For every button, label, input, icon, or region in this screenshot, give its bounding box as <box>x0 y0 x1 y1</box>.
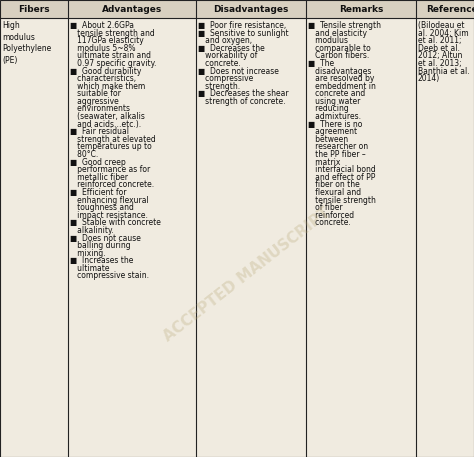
Text: admixtures.: admixtures. <box>308 112 361 121</box>
Text: 2012; Altun: 2012; Altun <box>418 51 462 60</box>
Text: and elasticity: and elasticity <box>308 29 367 37</box>
Text: 117GPa elasticity: 117GPa elasticity <box>70 36 144 45</box>
Text: concrete and: concrete and <box>308 89 365 98</box>
Text: References: References <box>427 5 474 14</box>
Text: flexural and: flexural and <box>308 188 361 197</box>
Text: ultimate: ultimate <box>70 264 109 273</box>
Text: strength at elevated: strength at elevated <box>70 135 156 144</box>
Text: reinforced: reinforced <box>308 211 354 220</box>
Text: ■  Tensile strength: ■ Tensile strength <box>308 21 381 30</box>
Text: suitable for: suitable for <box>70 89 121 98</box>
Text: ■  Stable with concrete: ■ Stable with concrete <box>70 218 161 227</box>
Text: ■  There is no: ■ There is no <box>308 120 363 129</box>
Text: et al. 2013;: et al. 2013; <box>418 59 462 68</box>
Text: ■  Sensitive to sunlight: ■ Sensitive to sunlight <box>198 29 289 37</box>
Text: ■  The: ■ The <box>308 59 334 68</box>
Text: al. 2004; Kim: al. 2004; Kim <box>418 29 469 37</box>
Text: balling during: balling during <box>70 241 131 250</box>
Text: ■  Does not cause: ■ Does not cause <box>70 234 141 243</box>
Text: et al. 2011;: et al. 2011; <box>418 36 462 45</box>
Text: modulus: modulus <box>308 36 348 45</box>
Text: researcher on: researcher on <box>308 143 368 151</box>
Text: performance as for: performance as for <box>70 165 150 174</box>
Text: ultimate strain and: ultimate strain and <box>70 51 151 60</box>
Text: using water: using water <box>308 97 360 106</box>
Text: Remarks: Remarks <box>339 5 383 14</box>
Text: compressive: compressive <box>198 74 253 83</box>
Text: Deeb et al.: Deeb et al. <box>418 44 460 53</box>
Text: are resolved by: are resolved by <box>308 74 374 83</box>
Text: Advantages: Advantages <box>102 5 162 14</box>
Text: and oxygen,: and oxygen, <box>198 36 252 45</box>
Text: of fiber: of fiber <box>308 203 343 212</box>
Text: Disadvantages: Disadvantages <box>213 5 289 14</box>
Text: agreement: agreement <box>308 127 357 136</box>
Text: 80°C.: 80°C. <box>70 150 98 159</box>
Text: ■  Does not increase: ■ Does not increase <box>198 67 279 75</box>
Text: (seawater, alkalis: (seawater, alkalis <box>70 112 145 121</box>
Text: disadvantages: disadvantages <box>308 67 371 75</box>
Text: concrete.: concrete. <box>308 218 351 227</box>
Text: ■  About 2.6GPa: ■ About 2.6GPa <box>70 21 134 30</box>
Text: concrete.: concrete. <box>198 59 241 68</box>
Text: ■  Good creep: ■ Good creep <box>70 158 126 167</box>
Text: tensile strength: tensile strength <box>308 196 376 205</box>
Text: which make them: which make them <box>70 82 145 91</box>
Text: ■  Increases the: ■ Increases the <box>70 256 133 266</box>
Text: High
modulus
Polyethylene
(PE): High modulus Polyethylene (PE) <box>2 21 51 65</box>
Text: metallic fiber: metallic fiber <box>70 173 128 182</box>
Text: 0.97 specific gravity.: 0.97 specific gravity. <box>70 59 156 68</box>
Text: the PP fiber –: the PP fiber – <box>308 150 366 159</box>
Text: modulus 5~8%: modulus 5~8% <box>70 44 136 53</box>
Text: strength of concrete.: strength of concrete. <box>198 97 285 106</box>
Text: ■  Good durability: ■ Good durability <box>70 67 141 75</box>
Text: workability of: workability of <box>198 51 257 60</box>
Text: characteristics,: characteristics, <box>70 74 136 83</box>
Text: ACCEPTED MANUSCRIPT: ACCEPTED MANUSCRIPT <box>160 204 333 344</box>
Text: mixing.: mixing. <box>70 249 106 258</box>
Text: reducing: reducing <box>308 105 349 113</box>
Text: and acids…etc.).: and acids…etc.). <box>70 120 141 129</box>
Text: between: between <box>308 135 348 144</box>
Text: Carbon fibers.: Carbon fibers. <box>308 51 369 60</box>
Text: ■  Decreases the: ■ Decreases the <box>198 44 265 53</box>
Bar <box>0 0 474 18</box>
Text: and effect of PP: and effect of PP <box>308 173 375 182</box>
Text: Fibers: Fibers <box>18 5 50 14</box>
Text: ■  Fair residual: ■ Fair residual <box>70 127 129 136</box>
Text: comparable to: comparable to <box>308 44 371 53</box>
Text: environments: environments <box>70 105 130 113</box>
Text: compressive stain.: compressive stain. <box>70 271 149 281</box>
Text: aggressive: aggressive <box>70 97 119 106</box>
Text: fiber on the: fiber on the <box>308 181 360 189</box>
Text: interfacial bond: interfacial bond <box>308 165 376 174</box>
Text: alkalinity.: alkalinity. <box>70 226 114 235</box>
Text: toughness and: toughness and <box>70 203 134 212</box>
Text: enhancing flexural: enhancing flexural <box>70 196 149 205</box>
Text: ■  Poor fire resistance,: ■ Poor fire resistance, <box>198 21 286 30</box>
Text: strength.: strength. <box>198 82 240 91</box>
Text: reinforced concrete.: reinforced concrete. <box>70 181 154 189</box>
Text: impact resistance.: impact resistance. <box>70 211 148 220</box>
Text: embeddment in: embeddment in <box>308 82 376 91</box>
Text: Banthia et al.: Banthia et al. <box>418 67 470 75</box>
Text: tensile strength and: tensile strength and <box>70 29 155 37</box>
Text: temperatures up to: temperatures up to <box>70 143 152 151</box>
Text: matrix: matrix <box>308 158 340 167</box>
Text: (Bilodeau et: (Bilodeau et <box>418 21 465 30</box>
Text: 2014): 2014) <box>418 74 440 83</box>
Text: ■  Decreases the shear: ■ Decreases the shear <box>198 89 289 98</box>
Text: ■  Efficient for: ■ Efficient for <box>70 188 127 197</box>
